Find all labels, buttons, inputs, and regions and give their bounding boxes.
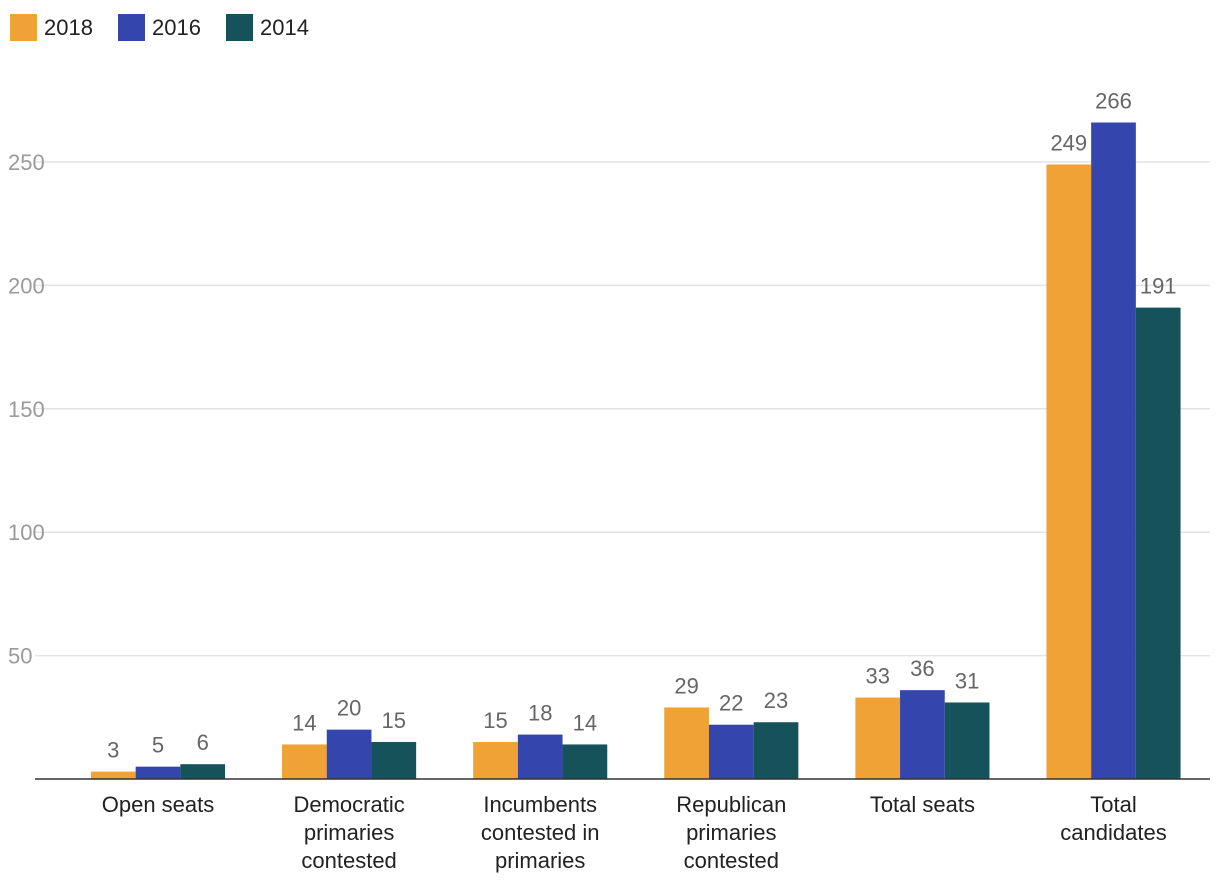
- bar-2018-cat-0: [90, 771, 136, 779]
- data-label: 29: [674, 673, 698, 698]
- x-category-label: Democratic primaries contested: [293, 792, 404, 873]
- y-tick-label: 50: [8, 644, 32, 669]
- y-tick-label: 250: [8, 150, 45, 175]
- bar-2018-cat-5: [1046, 164, 1092, 779]
- data-label: 15: [483, 708, 507, 733]
- bar-2014-cat-2: [562, 744, 608, 779]
- data-label: 33: [865, 664, 889, 689]
- data-label: 18: [528, 701, 552, 726]
- bars: [90, 122, 1181, 779]
- data-label: 191: [1140, 274, 1177, 299]
- y-tick-label: 200: [8, 273, 45, 298]
- data-label: 14: [573, 710, 597, 735]
- legend-label-2016: 2016: [152, 15, 201, 40]
- x-category-label: Total seats: [870, 792, 975, 817]
- legend: 2018 2016 2014: [10, 14, 309, 41]
- data-label: 266: [1095, 89, 1132, 114]
- bar-2016-cat-4: [900, 690, 945, 779]
- data-label: 36: [910, 656, 934, 681]
- x-category-label: Open seats: [102, 792, 215, 817]
- legend-label-2018: 2018: [44, 15, 93, 40]
- bar-2016-cat-1: [326, 729, 372, 779]
- bar-2018-cat-2: [473, 741, 518, 779]
- x-axis: Open seats Democratic primaries contested In…: [35, 778, 1210, 873]
- bar-2016-cat-0: [135, 766, 181, 779]
- bar-2016-cat-2: [517, 734, 563, 779]
- bar-2014-cat-5: [1135, 307, 1181, 779]
- bar-2018-cat-4: [855, 697, 901, 779]
- legend-swatch-2014: [226, 14, 253, 41]
- data-label: 31: [955, 668, 979, 693]
- x-category-label: Total candidates: [1060, 792, 1166, 845]
- y-tick-label: 100: [8, 520, 45, 545]
- bar-2014-cat-4: [944, 702, 990, 779]
- data-labels: 3 5 6 14 20 15 15 18 14 29 22 23 33 36 31 249 266 191: [107, 89, 1176, 763]
- data-label: 23: [764, 688, 788, 713]
- data-label: 15: [382, 708, 406, 733]
- x-category-label: Republican primaries contested: [676, 792, 786, 873]
- bar-2014-cat-3: [753, 722, 799, 779]
- data-label: 6: [197, 730, 209, 755]
- bar-2016-cat-5: [1091, 122, 1136, 779]
- data-label: 22: [719, 691, 743, 716]
- gridlines: 50 100 150 200 250: [8, 150, 1210, 669]
- x-category-label: Incumbents contested in primaries: [481, 792, 600, 873]
- data-label: 3: [107, 738, 119, 763]
- data-label: 14: [292, 710, 316, 735]
- bar-2018-cat-1: [282, 744, 327, 779]
- legend-swatch-2016: [118, 14, 145, 41]
- data-label: 20: [337, 696, 361, 721]
- data-label: 249: [1050, 130, 1087, 155]
- legend-label-2014: 2014: [260, 15, 309, 40]
- data-label: 5: [152, 733, 164, 758]
- bar-2016-cat-3: [708, 724, 754, 779]
- bar-2018-cat-3: [664, 707, 709, 779]
- bar-2014-cat-0: [180, 764, 226, 779]
- legend-swatch-2018: [10, 14, 37, 41]
- y-tick-label: 150: [8, 397, 45, 422]
- bar-2014-cat-1: [371, 741, 417, 779]
